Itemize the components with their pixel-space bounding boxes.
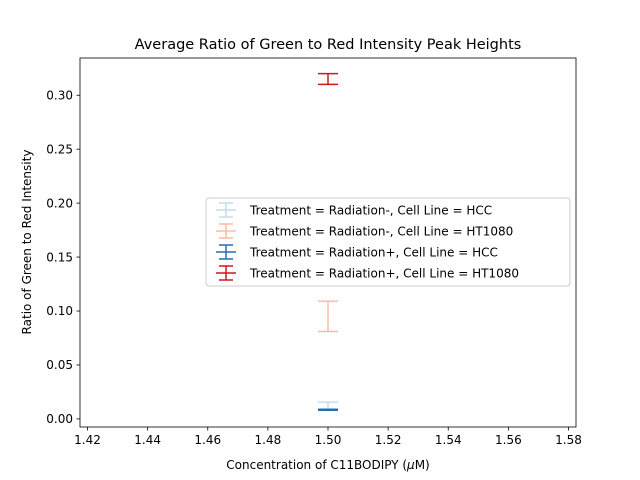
y-tick-label: 0.15 (46, 250, 73, 264)
y-tick-label: 0.00 (46, 412, 73, 426)
x-tick-label: 1.50 (315, 433, 342, 447)
legend-frame (205, 197, 571, 287)
y-tick-label: 0.30 (46, 88, 73, 102)
x-axis-label: Concentration of C11BODIPY (μM) (226, 458, 429, 472)
errorbar-series-1 (318, 300, 338, 333)
x-tick-label: 1.42 (74, 433, 101, 447)
legend-entry: Treatment = Radiation-, Cell Line = HT10… (249, 225, 513, 239)
x-tick-label: 1.44 (134, 433, 161, 447)
y-tick-label: 0.25 (46, 142, 73, 156)
x-tick-label: 1.52 (375, 433, 402, 447)
errorbar-series-3 (318, 72, 338, 86)
legend-entry: Treatment = Radiation+, Cell Line = HCC (249, 246, 498, 260)
legend-entry: Treatment = Radiation+, Cell Line = HT10… (249, 267, 519, 281)
x-tick-label: 1.58 (555, 433, 582, 447)
y-tick-label: 0.20 (46, 196, 73, 210)
x-tick-label: 1.54 (435, 433, 462, 447)
x-tick-label: 1.48 (255, 433, 282, 447)
legend-entry: Treatment = Radiation-, Cell Line = HCC (249, 204, 492, 218)
x-tick-label: 1.56 (495, 433, 522, 447)
x-tick-label: 1.46 (194, 433, 221, 447)
plot-area: 1.42 1.44 1.46 1.48 1.50 1.52 1.54 1.56 1.58 0.00… (46, 57, 582, 447)
legend: Treatment = Radiation-, Cell Line = HCC T… (205, 197, 571, 287)
y-tick-label: 0.10 (46, 304, 73, 318)
y-tick-label: 0.05 (46, 358, 73, 372)
y-axis-label: Ratio of Green to Red Intensity (20, 150, 34, 335)
chart-title: Average Ratio of Green to Red Intensity … (135, 37, 522, 53)
